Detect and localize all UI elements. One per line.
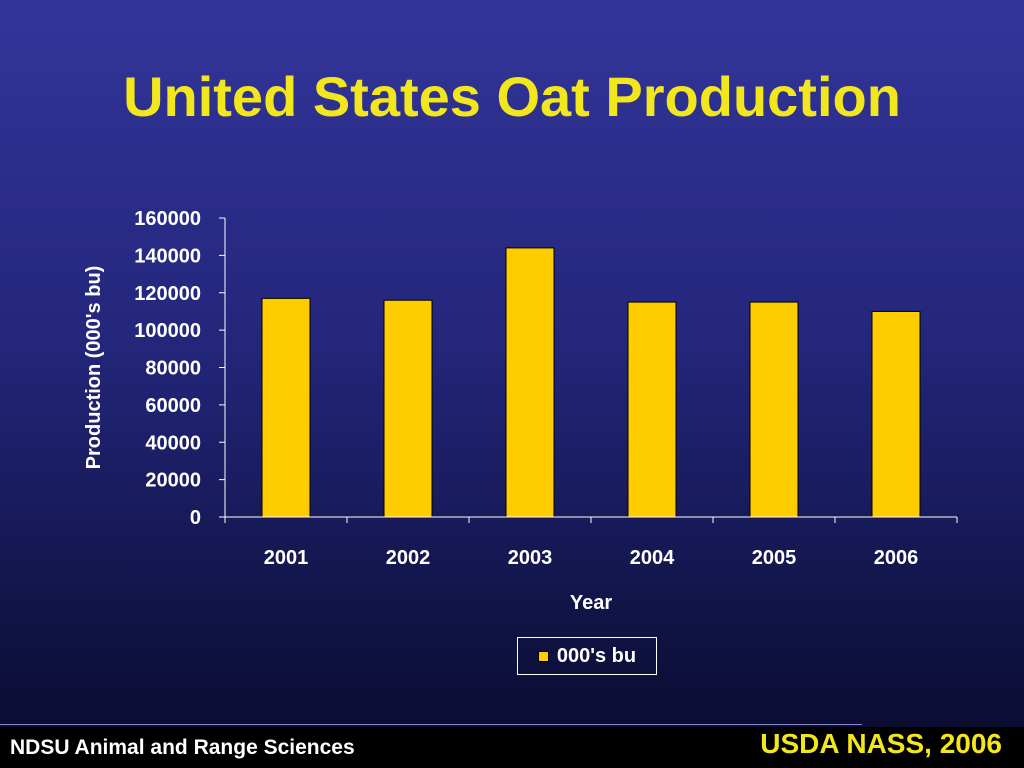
bar-2006 bbox=[871, 310, 921, 518]
chart-legend: 000's bu bbox=[517, 637, 657, 675]
x-axis-ticks: 2001 2002 2003 2004 2005 2006 bbox=[224, 517, 958, 569]
x-tick-label: 2001 bbox=[264, 547, 309, 569]
legend-swatch bbox=[537, 650, 549, 662]
y-axis-label: Production (000's bu) bbox=[83, 266, 105, 470]
bars bbox=[261, 247, 921, 518]
y-tick-label: 100000 bbox=[134, 320, 201, 342]
y-tick-label: 120000 bbox=[134, 283, 201, 305]
footer-left-text: NDSU Animal and Range Sciences bbox=[10, 736, 355, 759]
y-tick-label: 0 bbox=[190, 507, 201, 529]
y-tick-label: 40000 bbox=[145, 432, 201, 454]
legend-label: 000's bu bbox=[556, 644, 637, 667]
footer-right-text: USDA NASS, 2006 bbox=[760, 728, 1002, 759]
bar-2003 bbox=[505, 247, 555, 518]
footer-bar bbox=[0, 727, 1024, 768]
bar-2004 bbox=[627, 301, 677, 518]
y-tick-label: 140000 bbox=[134, 245, 201, 267]
y-tick-label: 80000 bbox=[145, 358, 201, 380]
x-tick-label: 2003 bbox=[508, 547, 553, 569]
x-tick-label: 2006 bbox=[874, 547, 919, 569]
x-axis-label: Year bbox=[570, 592, 612, 614]
footer-divider bbox=[0, 724, 862, 725]
slide-title: United States Oat Production bbox=[123, 65, 901, 128]
y-tick-label: 160000 bbox=[134, 208, 201, 230]
x-tick-label: 2005 bbox=[752, 547, 797, 569]
x-tick-label: 2004 bbox=[630, 547, 675, 569]
y-tick-label: 60000 bbox=[145, 395, 201, 417]
bar-2002 bbox=[383, 299, 433, 518]
y-axis-ticks: 0 20000 40000 60000 80000 100000 120000 140000 1… bbox=[134, 208, 225, 529]
y-tick-label: 20000 bbox=[145, 470, 201, 492]
bar-2001 bbox=[261, 297, 311, 518]
x-tick-label: 2002 bbox=[386, 547, 431, 569]
bar-2005 bbox=[749, 301, 799, 518]
